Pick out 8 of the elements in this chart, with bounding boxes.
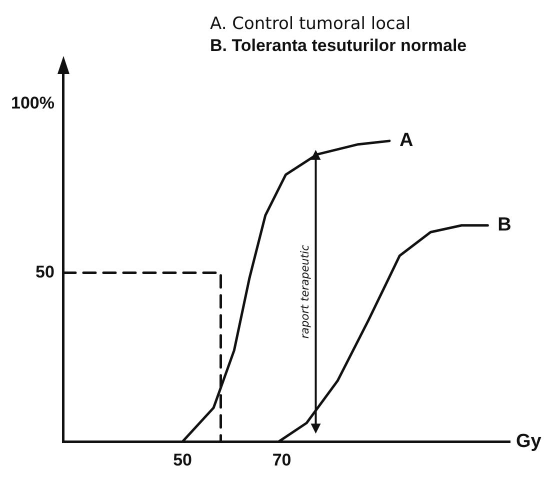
series-label: A (399, 130, 414, 152)
chart-title: A. Control tumoral local (210, 14, 411, 34)
annotation: raport terapeutic (298, 244, 312, 339)
chart-subtitle: B. Toleranta tesuturilor normale (210, 36, 467, 56)
series-label: B (498, 214, 512, 236)
x-tick-label: 70 (272, 450, 292, 470)
x-axis-title: Gy (516, 430, 542, 452)
y-tick-label: 100% (10, 93, 54, 112)
